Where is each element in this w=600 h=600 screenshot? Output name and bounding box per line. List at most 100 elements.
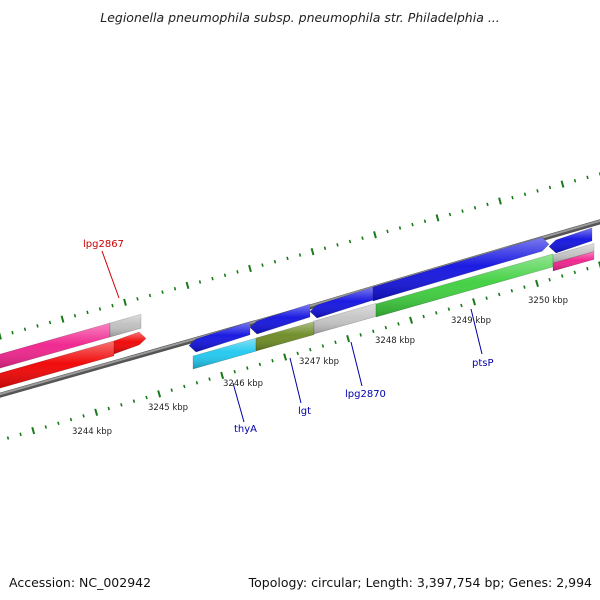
scale-tick (44, 425, 48, 429)
gene-label-lpg2867[interactable]: lpg2867 (83, 239, 124, 250)
scale-tick (586, 266, 589, 271)
tick-label: 3244 kbp (72, 427, 112, 437)
lgt-callout (289, 357, 302, 404)
scale-tick (120, 403, 123, 407)
tick-label: 3250 kbp (528, 296, 568, 306)
scale-tick (397, 322, 400, 326)
scale-tick (296, 351, 299, 356)
scale-tick (286, 256, 289, 261)
scale-tick (498, 197, 502, 205)
scale-tick (386, 229, 389, 234)
scale-tick (348, 239, 352, 244)
scale-tick (346, 334, 351, 343)
scale-tick-labels: 3244 kbp 3245 kbp 3246 kbp 3247 kbp 3248… (72, 296, 568, 437)
scale-tick (185, 281, 190, 290)
feature-blue-arrow-3-highlight (310, 287, 373, 318)
scale-tick (422, 314, 425, 319)
scale-tick (461, 209, 464, 213)
scale-tick (86, 310, 89, 315)
feature-grey-segment-highlight (314, 303, 376, 334)
feature-red-arrow-highlight (114, 331, 146, 354)
scale-tick (261, 263, 264, 267)
scale-tick (123, 298, 127, 306)
scale-tick (82, 414, 85, 418)
feature-red-segment-highlight (0, 340, 114, 389)
scale-tick (173, 286, 177, 291)
scale-tick (258, 362, 262, 367)
label-callouts (101, 250, 483, 423)
feature-blue-arrow-4-highlight (373, 237, 549, 301)
scale-tick (372, 329, 375, 334)
scale-tick (273, 259, 277, 264)
scale-tick (536, 189, 539, 193)
feature-cyan-segment-highlight (193, 338, 256, 369)
feature-grey-segment-highlight (110, 314, 141, 337)
scale-tick (223, 273, 227, 278)
scale-tick (423, 219, 427, 224)
scale-tick (183, 384, 186, 389)
tick-label: 3247 kbp (299, 357, 339, 367)
feature-olive-segment-highlight (256, 321, 314, 351)
gene-label-ptsP[interactable]: ptsP (472, 358, 494, 369)
scale-tick (472, 298, 476, 306)
scale-tick (310, 247, 315, 256)
scale-tick (373, 231, 377, 239)
scale-tick (6, 436, 10, 440)
scale-tick (211, 276, 214, 281)
scale-tick (511, 195, 514, 200)
gene-labels: lpg2867 thyA lgt lpg2870 ptsP (83, 239, 494, 435)
tick-label: 3248 kbp (375, 336, 415, 346)
scale-tick (136, 297, 139, 301)
scale-tick (248, 264, 252, 273)
scale-tick (233, 369, 236, 374)
scale-tick (321, 344, 325, 348)
scale-tick (283, 353, 288, 361)
scale-tick (448, 212, 452, 217)
scale-tick (411, 222, 414, 227)
gene-label-thyA[interactable]: thyA (234, 424, 257, 435)
ptsP-callout (470, 308, 483, 355)
scale-tick (359, 333, 362, 337)
scale-tick (31, 426, 36, 435)
scale-tick (69, 417, 73, 422)
scale-tick (57, 421, 60, 426)
scale-tick (298, 253, 302, 257)
scale-tick (409, 316, 414, 324)
scale-tick (334, 340, 337, 345)
tick-label: 3246 kbp (223, 379, 263, 389)
tick-label: 3245 kbp (148, 403, 188, 413)
scale-tick (36, 324, 39, 328)
feature-grey-cap-highlight (553, 243, 594, 263)
thyA-callout (232, 382, 245, 423)
feature-green-segment-highlight (376, 253, 553, 317)
scale-tick (161, 290, 164, 294)
accession-text: Accession: NC_002942 (9, 575, 152, 590)
feature-magenta-segment-highlight (0, 323, 110, 369)
scale-tick (0, 332, 2, 340)
scale-tick (271, 358, 274, 363)
scale-tick (535, 279, 539, 288)
scale-tick (523, 285, 526, 289)
scale-tick (548, 185, 552, 190)
scale-tick (460, 303, 463, 308)
outer-tick-track (0, 172, 600, 340)
feature-track (0, 227, 595, 389)
gene-label-lpg2870[interactable]: lpg2870 (345, 389, 386, 400)
scale-tick (486, 202, 489, 207)
scale-tick (132, 399, 136, 403)
scale-tick (498, 292, 501, 297)
scale-tick (361, 236, 364, 240)
scale-tick (473, 205, 477, 210)
feature-blue-arrow-2-highlight (250, 304, 310, 334)
scale-tick (309, 347, 312, 352)
scale-tick (148, 293, 152, 298)
scale-tick (586, 175, 589, 180)
scale-tick (398, 226, 402, 230)
genome-summary-text: Topology: circular; Length: 3,397,754 bp… (248, 575, 592, 590)
scale-tick (236, 270, 239, 274)
scale-tick (435, 311, 438, 315)
scale-tick (220, 371, 225, 380)
scale-tick (73, 313, 77, 318)
gene-label-lgt[interactable]: lgt (298, 406, 311, 417)
